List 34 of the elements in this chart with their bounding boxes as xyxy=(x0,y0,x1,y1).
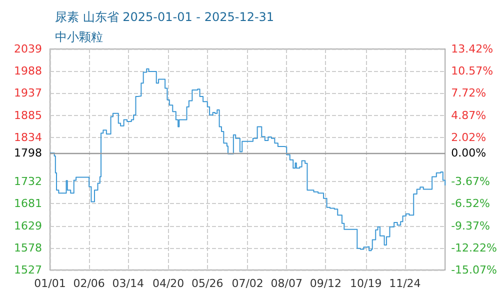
y-tick-label: 1988 xyxy=(14,64,42,78)
y2-tick-label: -15.07% xyxy=(451,264,498,276)
y-tick-label: 1937 xyxy=(14,86,42,100)
y2-tick-label: -12.22% xyxy=(451,241,498,254)
x-tick-label: 03/14 xyxy=(112,277,144,290)
y2-tick-label: 0.00% xyxy=(451,146,486,160)
y-tick-label: 2039 xyxy=(14,42,42,56)
x-tick-label: 10/19 xyxy=(350,277,382,290)
x-tick-label: 11/24 xyxy=(389,277,421,290)
y2-tick-label: 2.02% xyxy=(451,130,486,144)
y-tick-label: 1578 xyxy=(14,241,42,254)
x-tick-label: 02/06 xyxy=(73,277,105,290)
y2-tick-label: 7.72% xyxy=(451,86,486,100)
chart-title: 尿素 山东省 2025-01-01 - 2025-12-31 xyxy=(55,10,274,24)
y2-tick-label: 10.57% xyxy=(451,64,494,78)
y2-tick-label: 4.87% xyxy=(451,108,486,122)
y2-tick-label: -3.67% xyxy=(451,175,490,188)
x-tick-label: 07/02 xyxy=(232,277,264,290)
y-tick-label: 1527 xyxy=(14,264,42,276)
y-tick-label: 1834 xyxy=(14,130,42,144)
y2-tick-label: -6.52% xyxy=(451,197,490,210)
y2-tick-label: -9.37% xyxy=(451,219,490,232)
x-tick-label: 08/07 xyxy=(270,277,302,290)
y-tick-label: 1681 xyxy=(14,197,42,210)
y2-tick-label: 13.42% xyxy=(451,42,494,56)
y-tick-label: 1629 xyxy=(14,219,42,232)
y-tick-label: 1885 xyxy=(14,108,42,122)
x-tick-label: 04/20 xyxy=(152,277,184,290)
y-tick-label: 1732 xyxy=(14,175,42,188)
x-tick-label: 05/26 xyxy=(192,277,224,290)
x-tick-label: 01/01 xyxy=(34,277,66,290)
x-tick-label: 09/12 xyxy=(310,277,342,290)
y-tick-label: 1798 xyxy=(14,146,42,160)
chart-subtitle: 中小颗粒 xyxy=(55,30,103,44)
